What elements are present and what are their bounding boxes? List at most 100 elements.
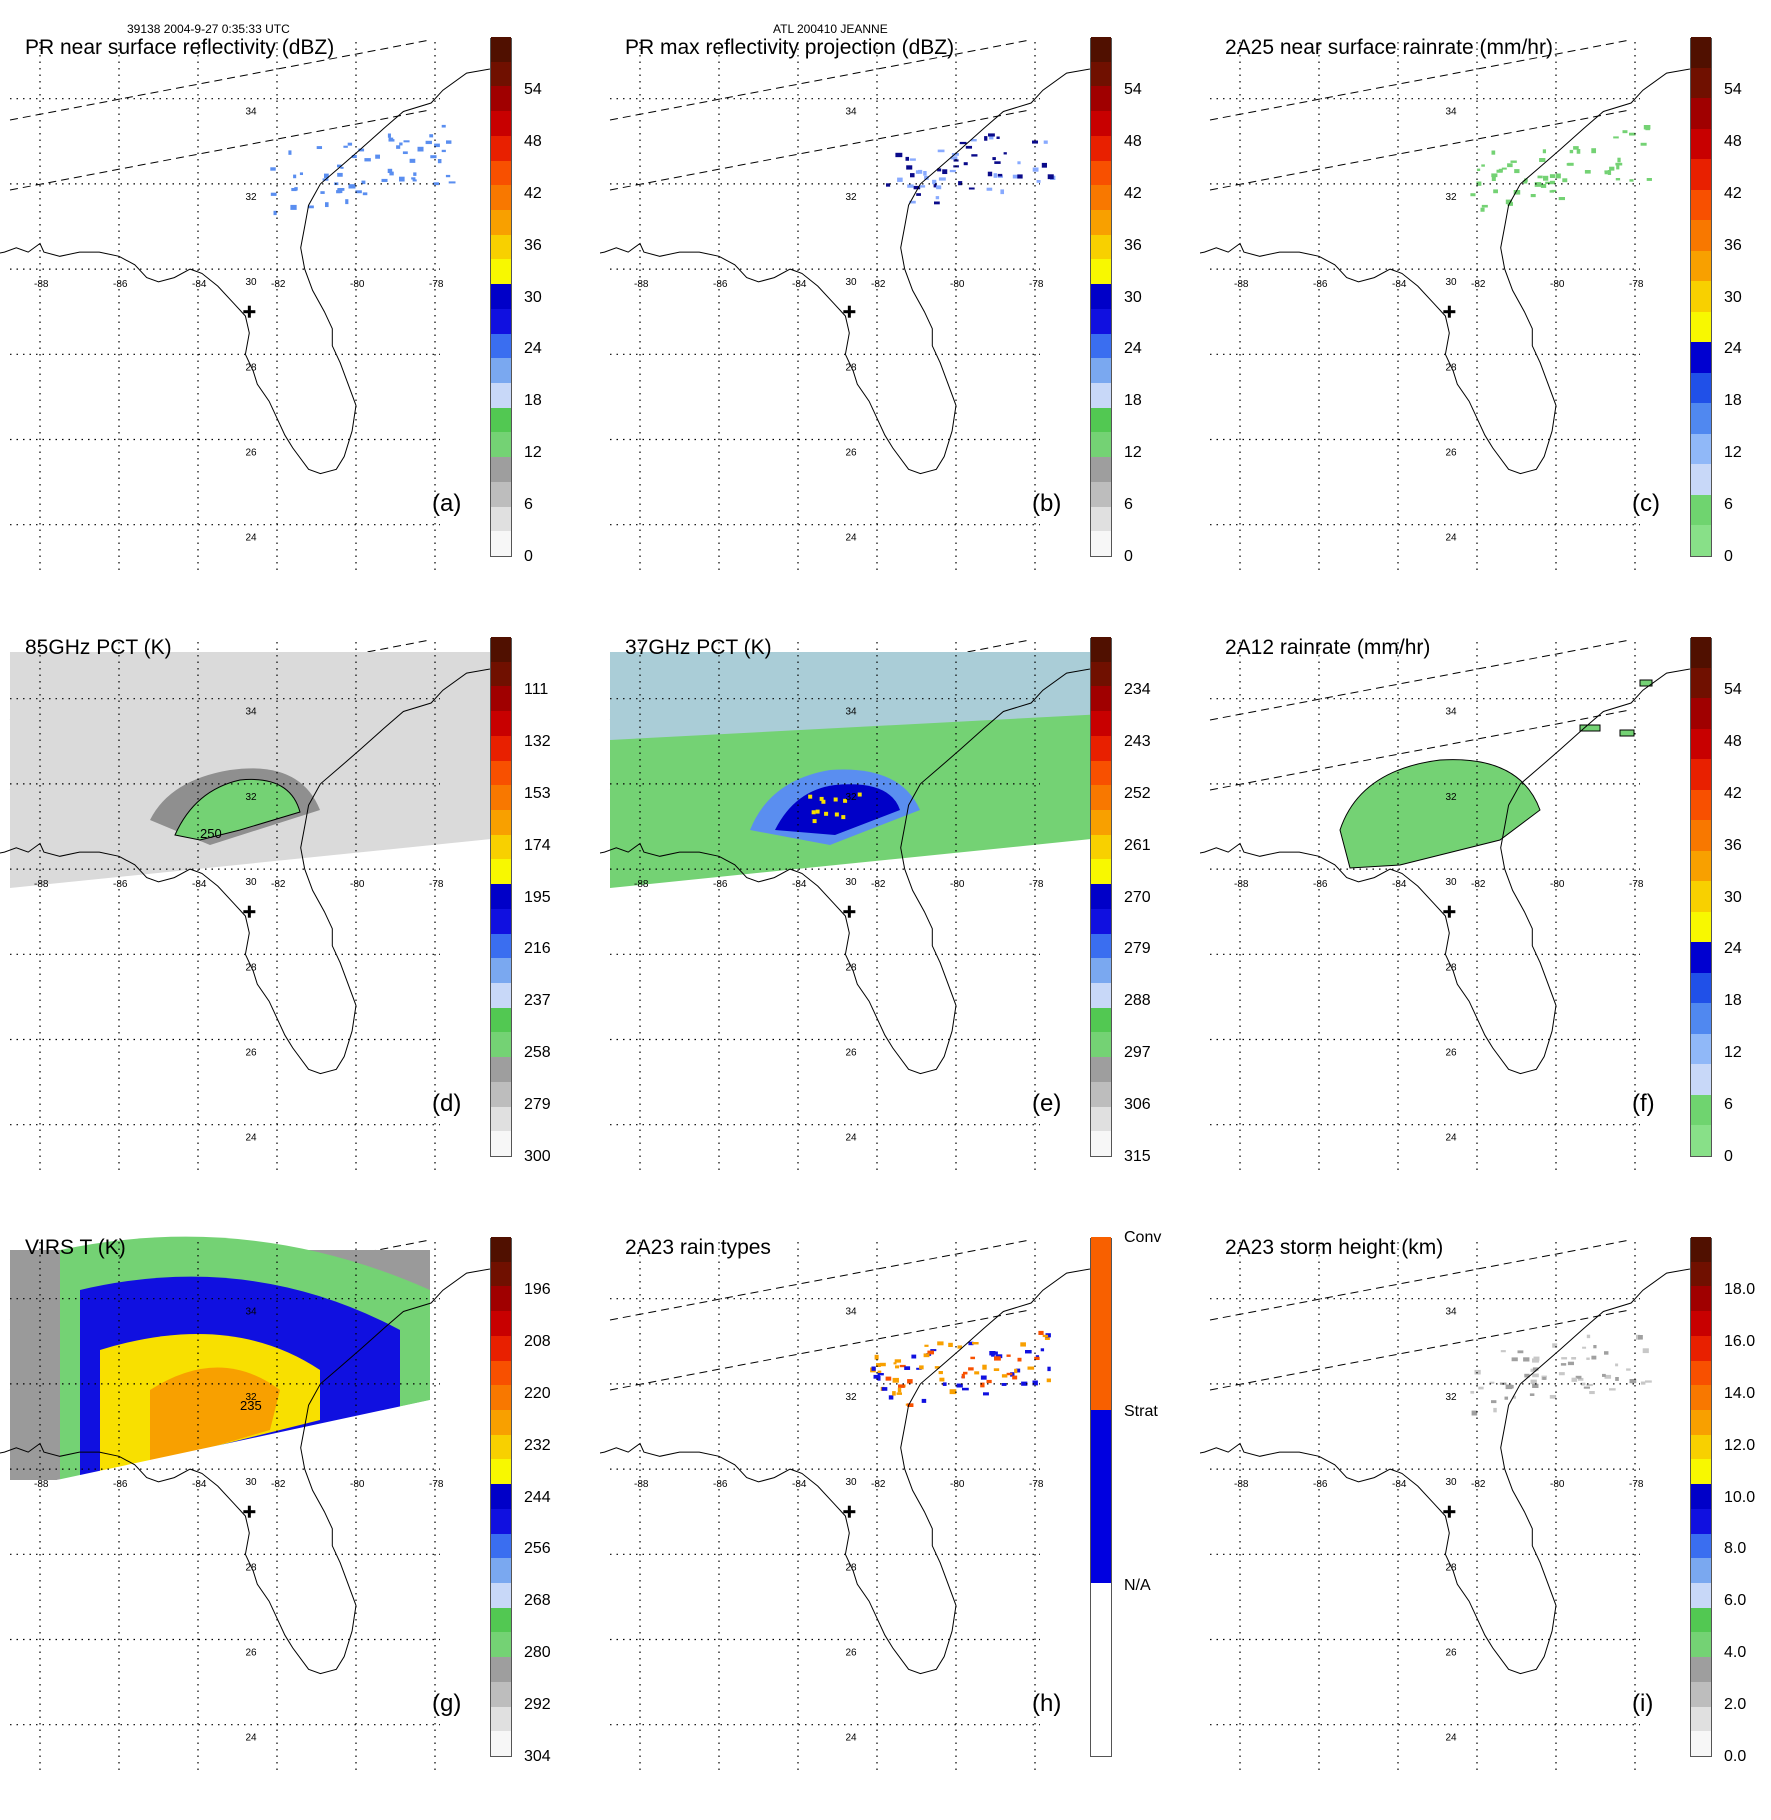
colorbar-segment [1691, 67, 1711, 99]
lon-label: -88 [34, 879, 49, 890]
lat-label: 30 [1446, 1477, 1458, 1488]
storm-center-marker [1443, 305, 1456, 318]
colorbar-tick: 48 [1724, 132, 1742, 150]
lon-label: -86 [1313, 1479, 1328, 1490]
colorbar-segment [1691, 219, 1711, 251]
colorbar-segment [491, 110, 511, 136]
data-pixel [413, 172, 417, 176]
lat-label: 32 [246, 192, 258, 203]
lon-label: -80 [1550, 279, 1565, 290]
data-pixel [897, 1387, 902, 1393]
colorbar-segment [491, 184, 511, 210]
colorbar-segment [491, 1508, 511, 1534]
data-pixel [1533, 1360, 1540, 1363]
data-pixel [351, 155, 357, 159]
lat-label: 24 [846, 533, 858, 544]
data-pixel [1489, 1381, 1495, 1384]
colorbar-segment [1691, 1706, 1711, 1732]
data-pixel [988, 133, 995, 137]
colorbar-segment [1091, 883, 1111, 909]
lon-label: -88 [634, 879, 649, 890]
data-pixel [1567, 1361, 1575, 1366]
colorbar [1690, 36, 1712, 557]
colorbar-segment [1691, 789, 1711, 821]
cross-v [1447, 1505, 1451, 1518]
lon-label: -86 [713, 1479, 728, 1490]
data-pixel [918, 169, 923, 174]
data-pixel [1613, 136, 1619, 139]
data-pixel [907, 1403, 914, 1408]
data-pixel [1507, 163, 1513, 168]
data-pixel [1478, 1386, 1484, 1390]
data-pixel [983, 1392, 989, 1396]
data-pixel [892, 1377, 899, 1383]
data-pixel [1591, 1355, 1597, 1360]
rain-cell [1639, 679, 1653, 687]
panel-title: 2A25 near surface rainrate (mm/hr) [1225, 36, 1553, 59]
swath-edge-lower [609, 109, 1031, 191]
data-pixel [1645, 1380, 1652, 1383]
colorbar-segment [491, 283, 511, 309]
data-pixel [364, 158, 371, 162]
data-pixel [957, 1345, 963, 1349]
lon-label: -78 [1029, 279, 1044, 290]
data-pixel [291, 188, 297, 192]
data-pixel [885, 1376, 892, 1381]
data-pixel [907, 1379, 913, 1384]
colorbar [1090, 36, 1112, 557]
panel-title: 85GHz PCT (K) [25, 636, 172, 659]
data-pixel [411, 177, 416, 180]
colorbar [1690, 1236, 1712, 1757]
lon-label: -80 [950, 1479, 965, 1490]
coastline [1200, 668, 1690, 1075]
colorbar-tick: N/A [1124, 1577, 1151, 1594]
colorbar-segment [491, 957, 511, 983]
colorbar-segment [1691, 667, 1711, 699]
data-pixel [389, 171, 394, 176]
coastline [0, 668, 490, 1075]
data-pixel [1636, 1334, 1640, 1340]
data-pixel [437, 159, 442, 164]
colorbar-segment [1091, 110, 1111, 136]
lat-label: 32 [1446, 792, 1458, 803]
colorbar-segment [491, 735, 511, 761]
colorbar-segment [491, 858, 511, 885]
lat-label: 24 [246, 533, 258, 544]
colorbar-segment [1691, 1285, 1711, 1312]
colorbar-segment [491, 1285, 511, 1312]
data-pixel [1504, 1396, 1509, 1400]
colorbar-segment [491, 933, 511, 959]
data-pixel [937, 1341, 944, 1346]
data-pixel [834, 812, 839, 817]
colorbar-segment [1691, 1409, 1711, 1435]
lon-label: -88 [1234, 879, 1249, 890]
data-pixel [409, 158, 416, 163]
data-pixel [1575, 1375, 1582, 1379]
data-pixel [1586, 1357, 1590, 1360]
data-pixel [425, 140, 432, 145]
colorbar-segment [1691, 1582, 1711, 1608]
colorbar-segment [1691, 311, 1711, 343]
colorbar-segment [1091, 710, 1111, 736]
swath-edge-upper [609, 1239, 1031, 1321]
data-pixel [913, 185, 921, 190]
colorbar-segment [491, 1360, 511, 1386]
data-pixel [307, 205, 314, 209]
data-pixel [445, 174, 451, 178]
data-pixel [968, 1341, 974, 1346]
lat-label: 30 [246, 877, 258, 888]
data-pixel [843, 798, 848, 803]
data-pixel [992, 157, 996, 161]
panel-title: PR max reflectivity projection (dBZ) [625, 36, 955, 59]
graticule [610, 42, 1040, 570]
lon-label: -82 [871, 879, 886, 890]
data-pixel [1567, 162, 1574, 166]
colorbar-tick: 36 [1724, 236, 1742, 254]
data-pixel [1474, 1369, 1481, 1375]
colorbar-tick: 0 [1724, 1148, 1733, 1165]
lat-label: 26 [246, 1648, 258, 1659]
lon-label: -86 [113, 1479, 128, 1490]
data-pixel [951, 153, 959, 156]
colorbar-tick: 234 [1124, 681, 1151, 698]
